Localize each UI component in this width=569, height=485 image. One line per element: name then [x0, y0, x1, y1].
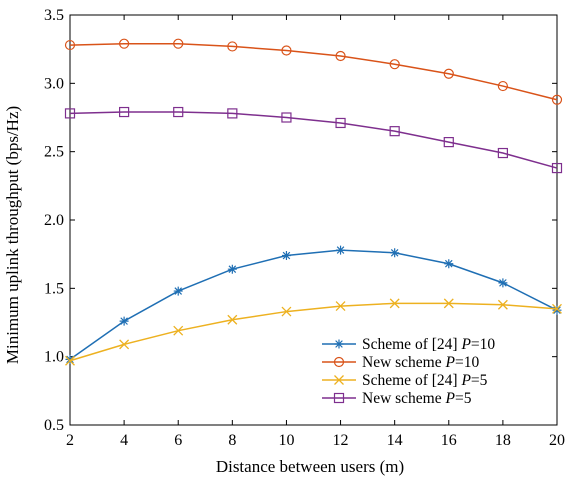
x-tick-label: 4 [120, 432, 128, 449]
data-point [227, 41, 238, 52]
legend-item: New scheme P=5 [322, 390, 472, 407]
y-tick-label: 2.5 [44, 144, 64, 161]
series-line [69, 249, 558, 361]
legend-item: New scheme P=10 [322, 354, 479, 371]
data-point [65, 355, 75, 366]
data-point [497, 299, 508, 310]
data-point [335, 117, 346, 129]
data-point [389, 126, 400, 137]
legend-label: New scheme P=5 [362, 390, 472, 407]
data-point [443, 68, 454, 79]
y-tick-label: 3.5 [44, 7, 64, 24]
x-tick-label: 16 [441, 432, 457, 449]
x-tick-label: 2 [66, 432, 74, 449]
data-point [497, 147, 508, 159]
x-tick-label: 6 [174, 432, 182, 449]
data-point [227, 108, 238, 119]
data-point [497, 80, 508, 92]
data-point [119, 38, 130, 49]
data-point [336, 245, 346, 255]
data-point [119, 106, 130, 118]
data-point [173, 38, 184, 49]
data-point [227, 264, 237, 274]
data-point [281, 112, 292, 123]
data-point [444, 259, 454, 269]
legend-label: Scheme of [24] P=10 [362, 336, 495, 353]
legend-marker [334, 339, 344, 349]
data-point [64, 108, 76, 119]
data-point [551, 162, 563, 174]
data-point [173, 325, 184, 336]
legend-label: Scheme of [24] P=5 [362, 372, 488, 389]
series-4 [64, 106, 563, 174]
y-tick-label: 1.0 [44, 349, 64, 366]
x-tick-label: 14 [387, 432, 403, 449]
x-tick-label: 10 [278, 432, 294, 449]
legend-item: Scheme of [24] P=10 [322, 336, 495, 353]
x-axis-label: Distance between users (m) [216, 457, 404, 476]
data-point [443, 298, 454, 309]
legend-marker [333, 392, 345, 404]
plot-area: 2 4 6 8 10 12 14 16 18 20 0.5 1.0 1.5 2.0 2.5 3.0 3.5 Sch… [44, 7, 565, 449]
y-tick-label: 3.0 [44, 75, 64, 92]
data-point [551, 94, 563, 105]
data-point [335, 301, 346, 312]
data-point [552, 303, 562, 314]
y-axis-label: Minimum uplink throughput (bps/Hz) [3, 106, 22, 364]
x-tick-label: 8 [228, 432, 236, 449]
data-point [227, 314, 238, 325]
data-point [173, 286, 183, 296]
y-tick-label: 2.0 [44, 212, 64, 229]
legend-label: New scheme P=10 [362, 354, 479, 371]
x-tick-label: 20 [549, 432, 565, 449]
data-point [389, 298, 400, 309]
series-line [69, 302, 558, 362]
series-3 [65, 298, 562, 366]
x-tick-label: 12 [333, 432, 349, 449]
plot-frame [69, 14, 558, 426]
data-point [281, 251, 291, 261]
legend-marker [333, 356, 345, 368]
data-point [335, 50, 346, 62]
series-line [69, 111, 558, 169]
data-point [173, 106, 184, 118]
data-point [443, 137, 454, 148]
data-point [119, 339, 130, 350]
data-point [281, 306, 292, 317]
data-point [65, 354, 75, 364]
y-tick-label: 1.5 [44, 280, 64, 297]
data-point [390, 248, 400, 258]
legend-marker [334, 375, 344, 385]
data-point [552, 305, 562, 315]
series-line [69, 42, 558, 101]
series-2 [64, 38, 563, 105]
data-point [281, 45, 292, 56]
y-tick-label: 0.5 [44, 417, 64, 434]
x-tick-label: 18 [495, 432, 511, 449]
data-point [119, 316, 129, 326]
legend-item: Scheme of [24] P=5 [322, 372, 488, 389]
data-point [389, 59, 400, 70]
data-point [498, 278, 508, 288]
data-point [64, 39, 76, 51]
series-1 [65, 245, 562, 364]
